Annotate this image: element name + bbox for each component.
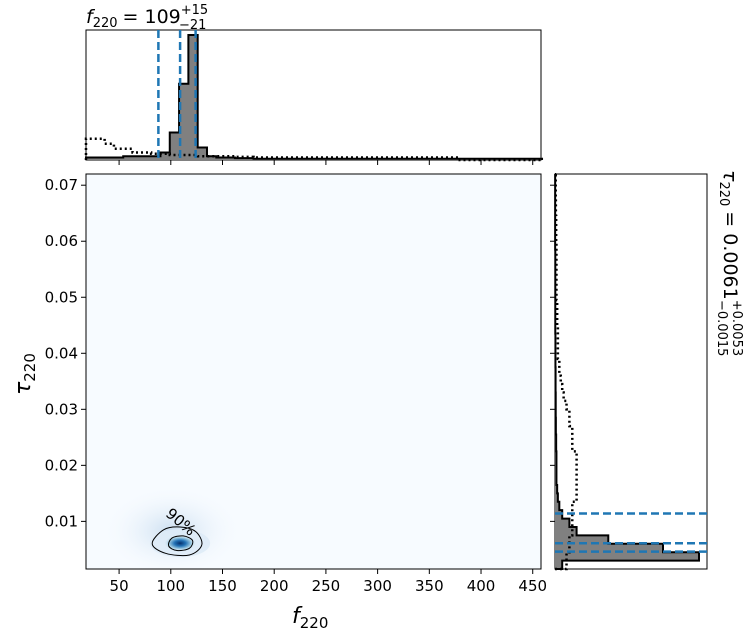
density-core <box>164 535 197 552</box>
right-title-value: = 0.0061 <box>719 211 741 299</box>
right-y-ticks <box>550 184 555 522</box>
main-x-tick-label-5: 300 <box>363 577 392 595</box>
y-axis-label-sub: 220 <box>21 353 39 382</box>
right-title: τ220 = 0.0061+0.0053−0.0015 <box>714 170 744 356</box>
y-axis-label: τ220 <box>11 353 39 395</box>
main-y-tick-label-2: 0.03 <box>45 400 78 418</box>
main-y-tick-label-3: 0.04 <box>45 344 78 362</box>
right-title-plus: +0.0053 <box>729 300 744 356</box>
top-posterior-outline <box>85 34 544 160</box>
right-title-symbol: τ <box>719 170 741 182</box>
credible-contours <box>151 526 203 557</box>
main-y-tick-label-6: 0.07 <box>45 176 78 194</box>
right-title-minus: −0.0015 <box>714 300 729 356</box>
f220-marginal-histogram: f220 = 109+15 −21 <box>84 3 544 165</box>
main-y-ticks: 0.01 0.02 0.03 0.04 0.05 0.06 0.07 <box>45 176 86 530</box>
main-x-tick-label-6: 350 <box>415 577 444 595</box>
right-posterior-fill <box>555 174 699 569</box>
contour-50 <box>168 535 194 552</box>
contour-90 <box>151 526 203 557</box>
main-y-tick-label-5: 0.06 <box>45 232 78 250</box>
top-title-sub: 220 <box>93 16 118 31</box>
top-title-plus: +15 <box>181 3 208 18</box>
top-title-minus: −21 <box>179 18 206 33</box>
main-x-tick-label-3: 200 <box>260 577 289 595</box>
density-shading <box>102 486 243 569</box>
main-y-tick-label-0: 0.01 <box>45 512 78 530</box>
main-x-tick-label-7: 400 <box>467 577 496 595</box>
main-axes-frame <box>85 173 542 570</box>
main-x-ticks: 50 100 150 200 250 300 350 400 450 <box>110 569 547 595</box>
main-y-tick-label-4: 0.05 <box>45 288 78 306</box>
y-axis-label-symbol: τ <box>11 381 36 395</box>
top-histogram-bars <box>84 30 544 162</box>
top-title-value: = 109 <box>123 6 181 28</box>
main-x-tick-label-4: 250 <box>312 577 341 595</box>
main-x-tick-label-0: 50 <box>110 577 129 595</box>
top-posterior-fill <box>86 35 543 160</box>
main-x-tick-label-1: 100 <box>156 577 185 595</box>
x-axis-label: f220 <box>292 604 328 632</box>
top-x-ticks <box>118 160 534 165</box>
right-prior-outline <box>554 174 578 571</box>
x-axis-label-sub: 220 <box>300 614 329 632</box>
top-prior-outline <box>84 137 543 162</box>
right-title-sub: 220 <box>716 181 731 206</box>
top-axes-frame <box>85 29 542 161</box>
joint-density-panel: 90% 50 100 150 200 250 300 350 400 450 0.010.020… <box>11 173 547 632</box>
right-axes-frame <box>554 173 708 570</box>
tau220-marginal-histogram: τ220 = 0.0061+0.0053−0.0015 <box>550 170 744 571</box>
main-x-tick-label-2: 150 <box>208 577 237 595</box>
top-title: f220 = 109+15 −21 <box>86 3 208 33</box>
right-histogram-bars <box>554 173 707 571</box>
top-title-symbol: f <box>86 6 96 28</box>
main-y-tick-label-1: 0.02 <box>45 456 78 474</box>
right-posterior-outline <box>554 173 700 570</box>
x-axis-label-symbol: f <box>292 604 303 629</box>
main-x-tick-label-8: 450 <box>518 577 547 595</box>
